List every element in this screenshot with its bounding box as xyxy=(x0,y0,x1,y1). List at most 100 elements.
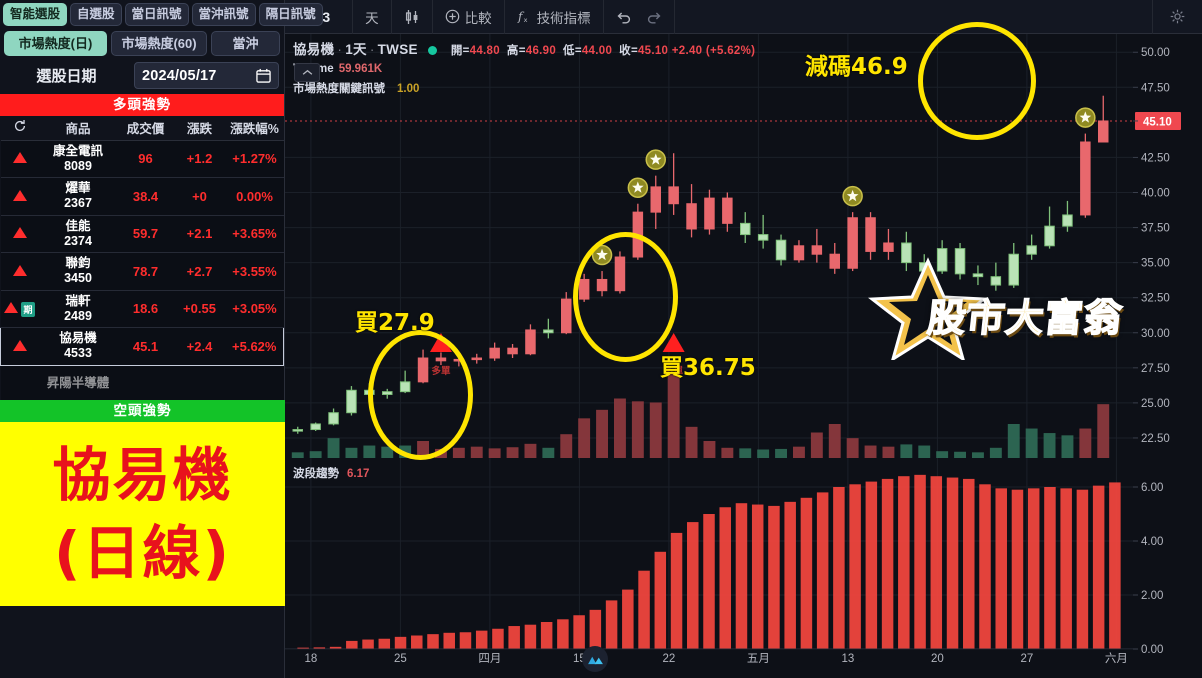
triangle-up-icon xyxy=(12,152,27,164)
interval-button[interactable]: 天 xyxy=(353,0,392,34)
row-direction-icon xyxy=(0,215,39,253)
sidebar-tab-smart-pick[interactable]: 智能選股 xyxy=(3,3,68,26)
row-change: +2.7 xyxy=(173,252,226,291)
col-product: 商品 xyxy=(38,116,118,141)
chart-axes: 50.00 47.50 45.10 42.50 40.00 37.50 35.00 32.50… xyxy=(305,47,1181,665)
row-change: +1.2 xyxy=(173,140,226,178)
row-product: 瑞軒 2489 xyxy=(38,290,118,328)
row-product: 康全電訊 8089 xyxy=(38,140,118,178)
annotation-label-3: 減碼46.9 xyxy=(805,54,908,80)
triangle-up-icon xyxy=(12,264,27,276)
table-row[interactable]: 康全電訊 8089 96 +1.2 +1.27% xyxy=(0,140,284,178)
stock-table-header: 商品 成交價 漲跌 漲跌幅% xyxy=(0,116,284,141)
indicators-button[interactable]: f x 技術指標 xyxy=(505,0,604,34)
row-direction-icon: 期 xyxy=(0,290,39,328)
date-picker-row: 選股日期 2024/05/17 xyxy=(0,56,284,94)
svg-text:30.00: 30.00 xyxy=(1141,328,1170,340)
svg-text:0.00: 0.00 xyxy=(1141,644,1163,656)
table-row[interactable]: 協易機 4533 45.1 +2.4 +5.62% xyxy=(0,327,284,366)
svg-text:五月: 五月 xyxy=(747,653,770,665)
svg-text:6.00: 6.00 xyxy=(1141,482,1163,494)
table-row[interactable]: 聯鈞 3450 78.7 +2.7 +3.55% xyxy=(0,252,284,291)
svg-text:f: f xyxy=(517,10,525,24)
svg-text:27.50: 27.50 xyxy=(1141,363,1170,375)
svg-text:40.00: 40.00 xyxy=(1141,187,1170,199)
row-direction-icon xyxy=(0,140,39,178)
svg-text:四月: 四月 xyxy=(478,653,501,665)
row-direction-icon xyxy=(0,327,39,366)
sidebar-tab-overnight-signal[interactable]: 隔日訊號 xyxy=(258,3,323,26)
row-product: 協易機 4533 xyxy=(38,327,118,366)
stock-table: 商品 成交價 漲跌 漲跌幅% 康全電訊 8089 96 +1.2 +1.27% 燿華 236… xyxy=(0,116,284,403)
sidebar: 智能選股 自選股 當日訊號 當沖訊號 隔日訊號 市場熱度(日) 市場熱度(60)… xyxy=(0,0,323,678)
col-change-pct: 漲跌幅% xyxy=(225,116,284,141)
date-picker-input[interactable]: 2024/05/17 xyxy=(134,62,279,89)
row-change-pct: +3.05% xyxy=(225,290,284,328)
chart-type-button[interactable] xyxy=(392,0,433,34)
chart-toolbar: 4533 天 比較 f x 技術指標 xyxy=(285,0,1202,34)
table-row[interactable]: 燿華 2367 38.4 +0 0.00% xyxy=(0,177,284,216)
futures-tag: 期 xyxy=(21,301,35,317)
svg-text:18: 18 xyxy=(305,653,318,665)
svg-text:六月: 六月 xyxy=(1105,652,1128,665)
row-price: 59.7 xyxy=(117,215,174,253)
annotation-label-2: 買36.75 xyxy=(660,355,756,381)
redo-icon[interactable] xyxy=(646,9,662,25)
row-change-pct: +3.65% xyxy=(225,215,284,253)
settings-button[interactable] xyxy=(1152,0,1202,34)
row-change: +2.1 xyxy=(173,215,226,253)
svg-text:x: x xyxy=(523,16,527,24)
row-direction-icon xyxy=(0,177,39,216)
row-price: 38.4 xyxy=(117,177,174,216)
svg-text:50.00: 50.00 xyxy=(1141,47,1170,59)
mountain-logo-glyph xyxy=(587,656,603,664)
sidebar-subtab-heat-60[interactable]: 市場熱度(60) xyxy=(111,31,207,56)
date-picker-value: 2024/05/17 xyxy=(142,67,217,84)
function-icon: f x xyxy=(517,10,528,24)
row-direction-icon xyxy=(0,252,39,291)
svg-text:20: 20 xyxy=(931,653,944,665)
refresh-icon-glyph xyxy=(14,120,25,132)
collapse-pane-button[interactable] xyxy=(294,63,320,82)
row-change: +0.55 xyxy=(173,290,226,328)
annotation-label-1: 買27.9 xyxy=(355,310,435,336)
calendar-icon xyxy=(256,68,271,83)
sidebar-tab-daily-signal[interactable]: 當日訊號 xyxy=(124,3,189,26)
triangle-up-icon xyxy=(12,339,27,351)
svg-text:27: 27 xyxy=(1021,653,1034,665)
sidebar-tab-daytrade-signal[interactable]: 當沖訊號 xyxy=(191,3,256,26)
svg-text:13: 13 xyxy=(842,653,855,665)
tradingview-logo-icon[interactable] xyxy=(582,646,608,672)
row-product: 燿華 2367 xyxy=(38,177,118,216)
svg-text:25.00: 25.00 xyxy=(1141,398,1170,410)
long-strong-header: 多頭強勢 xyxy=(0,94,284,116)
col-price: 成交價 xyxy=(117,116,174,141)
chevron-up-icon xyxy=(302,69,312,75)
row-change: +2.4 xyxy=(173,327,226,366)
compare-button[interactable]: 比較 xyxy=(433,0,505,34)
svg-text:47.50: 47.50 xyxy=(1141,82,1170,94)
annotation-ellipse-buy-36 xyxy=(573,232,678,362)
svg-text:多單: 多單 xyxy=(664,365,684,377)
sidebar-top-tabs: 智能選股 自選股 當日訊號 當沖訊號 隔日訊號 xyxy=(0,0,323,26)
undo-icon[interactable] xyxy=(616,9,632,25)
row-product: 聯鈞 3450 xyxy=(38,252,118,291)
row-price: 78.7 xyxy=(117,252,174,291)
sidebar-tab-watchlist[interactable]: 自選股 xyxy=(70,3,122,26)
triangle-up-icon xyxy=(4,301,19,313)
table-row[interactable]: 昇陽半導體 xyxy=(0,365,284,403)
row-price: 96 xyxy=(117,140,174,178)
sidebar-subtab-daytrade[interactable]: 當沖 xyxy=(211,31,280,56)
candlestick-icon xyxy=(405,9,418,24)
short-strong-header: 空頭強勢 xyxy=(0,400,285,422)
triangle-up-icon xyxy=(12,227,27,239)
row-change-pct: 0.00% xyxy=(225,177,284,216)
row-product: 昇陽半導體 xyxy=(38,365,118,403)
chart-caption-overlay: 協易機 (日線) xyxy=(0,422,285,606)
sidebar-subtab-heat-daily[interactable]: 市場熱度(日) xyxy=(4,31,107,56)
svg-text:45.10: 45.10 xyxy=(1143,116,1172,128)
table-row[interactable]: 期瑞軒 2489 18.6 +0.55 +3.05% xyxy=(0,290,284,328)
table-row[interactable]: 佳能 2374 59.7 +2.1 +3.65% xyxy=(0,215,284,253)
compare-label: 比較 xyxy=(464,10,492,26)
refresh-icon[interactable] xyxy=(0,116,39,141)
